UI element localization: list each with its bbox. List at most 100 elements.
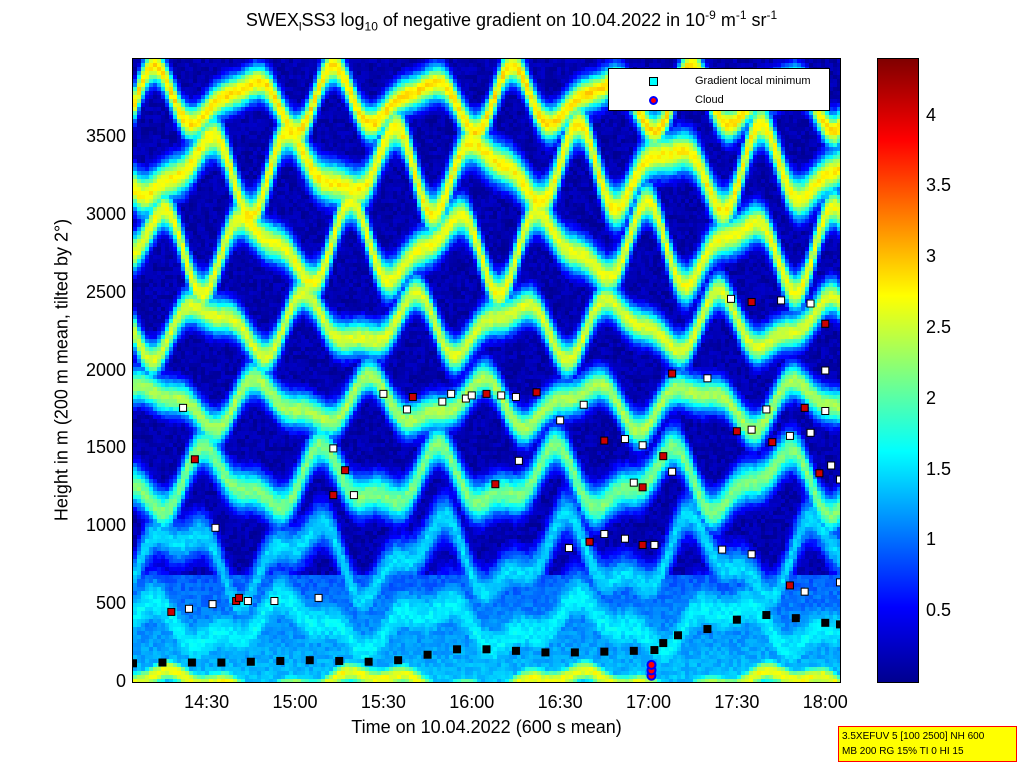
heatmap-cell [225, 447, 229, 451]
heatmap-cell [213, 499, 217, 503]
heatmap-cell [165, 151, 169, 155]
heatmap-cell [249, 131, 253, 135]
heatmap-cell [241, 647, 245, 651]
heatmap-cell [185, 567, 189, 571]
chart-title: SWEXlSS3 log10 of negative gradient on 1… [0, 8, 1023, 34]
heatmap-cell [249, 391, 253, 395]
heatmap-cell [257, 607, 261, 611]
heatmap-cell [145, 603, 149, 607]
heatmap-cell [173, 519, 177, 523]
heatmap-cell [209, 91, 213, 95]
heatmap-cell [205, 559, 209, 563]
heatmap-cell [205, 655, 209, 659]
heatmap-cell [161, 339, 165, 343]
heatmap-cell [165, 399, 169, 403]
heatmap-cell [193, 303, 197, 307]
heatmap-cell [213, 107, 217, 111]
heatmap-cell [221, 595, 225, 599]
heatmap-cell [205, 519, 209, 523]
heatmap-cell [193, 227, 197, 231]
heatmap-cell [225, 319, 229, 323]
heatmap-cell [197, 131, 201, 135]
heatmap-cell [165, 191, 169, 195]
heatmap-cell [157, 223, 161, 227]
heatmap-cell [241, 623, 245, 627]
heatmap-cell [245, 523, 249, 527]
heatmap-cell [173, 159, 177, 163]
heatmap-cell [157, 415, 161, 419]
heatmap-cell [217, 131, 221, 135]
heatmap-cell [225, 579, 229, 583]
heatmap-cell [225, 291, 229, 295]
heatmap-cell [161, 155, 165, 159]
heatmap-cell [153, 231, 157, 235]
heatmap-cell [157, 103, 161, 107]
heatmap-cell [181, 467, 185, 471]
heatmap-cell [145, 651, 149, 655]
heatmap-cell [253, 215, 257, 219]
heatmap-cell [237, 483, 241, 487]
heatmap-cell [177, 315, 181, 319]
heatmap-cell [213, 459, 217, 463]
heatmap-cell [225, 151, 229, 155]
heatmap-cell [133, 91, 137, 95]
heatmap-cell [173, 511, 177, 515]
heatmap-cell [149, 619, 153, 623]
heatmap-cell [213, 195, 217, 199]
heatmap-cell [169, 199, 173, 203]
heatmap-cell [193, 603, 197, 607]
heatmap-cell [209, 131, 213, 135]
heatmap-cell [241, 323, 245, 327]
heatmap-cell [137, 635, 141, 639]
heatmap-cell [257, 619, 261, 623]
heatmap-cell [133, 383, 137, 387]
heatmap-cell [225, 347, 229, 351]
heatmap-cell [209, 107, 213, 111]
heatmap-cell [185, 227, 189, 231]
heatmap-cell [209, 347, 213, 351]
heatmap-cell [173, 219, 177, 223]
heatmap-cell [221, 299, 225, 303]
heatmap-cell [173, 615, 177, 619]
heatmap-cell [137, 223, 141, 227]
heatmap-cell [145, 439, 149, 443]
heatmap-cell [173, 203, 177, 207]
heatmap-cell [197, 591, 201, 595]
heatmap-cell [169, 95, 173, 99]
heatmap-cell [185, 107, 189, 111]
heatmap-cell [201, 79, 205, 83]
heatmap-cell [165, 395, 169, 399]
heatmap-cell [233, 351, 237, 355]
heatmap-cell [137, 83, 141, 87]
heatmap-cell [241, 467, 245, 471]
heatmap-cell [241, 671, 245, 675]
heatmap-cell [201, 555, 205, 559]
heatmap-cell [189, 631, 193, 635]
heatmap-cell [177, 311, 181, 315]
heatmap-cell [213, 287, 217, 291]
heatmap-cell [185, 311, 189, 315]
heatmap-cell [169, 307, 173, 311]
heatmap-cell [253, 455, 257, 459]
heatmap-cell [201, 255, 205, 259]
heatmap-cell [157, 631, 161, 635]
heatmap-cell [193, 67, 197, 71]
heatmap-cell [141, 59, 145, 63]
heatmap-cell [233, 339, 237, 343]
heatmap-cell [249, 263, 253, 267]
heatmap-cell [169, 631, 173, 635]
heatmap-cell [229, 435, 233, 439]
heatmap-cell [197, 391, 201, 395]
heatmap-cell [249, 675, 253, 679]
heatmap-cell [177, 427, 181, 431]
heatmap-cell [161, 403, 165, 407]
heatmap-cell [169, 287, 173, 291]
heatmap-cell [157, 275, 161, 279]
heatmap-cell [257, 171, 261, 175]
heatmap-cell [181, 527, 185, 531]
heatmap-cell [245, 511, 249, 515]
heatmap-cell [201, 335, 205, 339]
heatmap-cell [173, 103, 177, 107]
heatmap-cell [189, 355, 193, 359]
heatmap-cell [201, 607, 205, 611]
